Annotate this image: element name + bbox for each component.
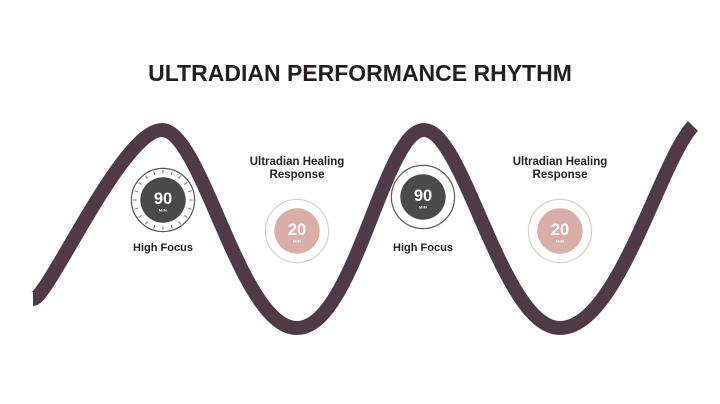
svg-text:MIN: MIN — [159, 208, 167, 213]
svg-text:90: 90 — [154, 190, 172, 208]
svg-text:MIN: MIN — [419, 205, 427, 210]
svg-text:20: 20 — [288, 221, 306, 239]
svg-text:90: 90 — [414, 187, 432, 205]
svg-text:MIN: MIN — [556, 239, 564, 244]
svg-text:MIN: MIN — [293, 239, 301, 244]
svg-text:20: 20 — [551, 221, 569, 239]
